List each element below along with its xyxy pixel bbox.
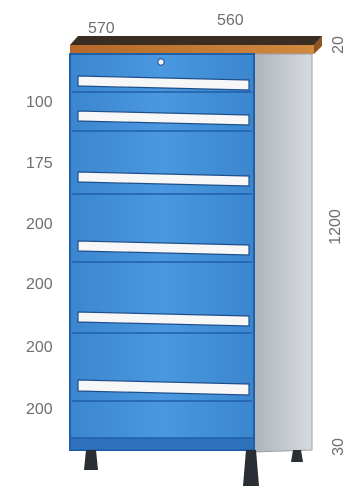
side-panel [253, 53, 313, 453]
drawer-height-label-3: 200 [26, 216, 53, 233]
drawer-handle-3 [77, 171, 250, 187]
cabinet-feet [84, 450, 303, 486]
worktop [70, 36, 322, 54]
drawer-height-label-2: 175 [26, 155, 53, 172]
drawer-handle-6 [77, 379, 250, 396]
dimension-width: 560 [217, 12, 244, 29]
drawer-height-label-4: 200 [26, 276, 53, 293]
drawer-handle-1 [77, 75, 250, 91]
lock-icon [157, 58, 165, 66]
plinth [69, 437, 255, 451]
drawer-separators [72, 91, 252, 402]
drawer-handle-4 [77, 240, 250, 256]
drawer-handle-5 [77, 311, 250, 327]
drawer-height-label-6: 200 [26, 401, 53, 418]
drawer-height-label-5: 200 [26, 339, 53, 356]
drawer-handle-2 [77, 110, 250, 126]
drawer-height-label-1: 100 [26, 94, 53, 111]
dimension-depth: 570 [88, 20, 115, 37]
